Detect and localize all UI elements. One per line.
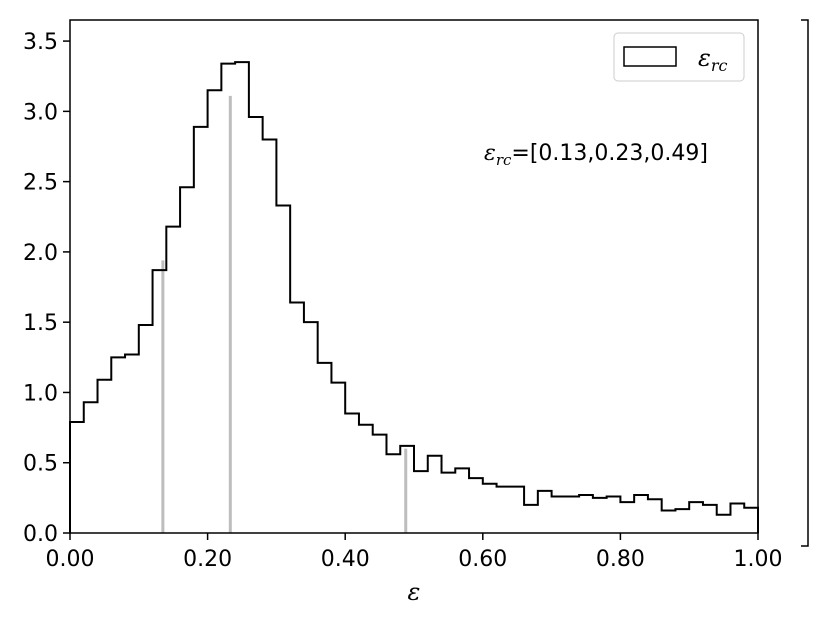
annotation-symbol: ε [484,141,496,166]
plot-frame [69,19,759,534]
x-axis: 0.00 0.20 0.40 0.60 0.80 1.00 [46,533,783,572]
legend-label-sub: rc [711,56,728,75]
y-axis: 0.0 0.5 1.0 1.5 2.0 2.5 3.0 3.5 [23,30,70,547]
y-tick-label: 3.5 [23,30,58,55]
annotation-text: εrc=[0.13,0.23,0.49] [484,141,708,169]
side-bracket [801,19,809,547]
x-tick-label: 0.80 [596,547,645,572]
y-tick-label: 2.5 [23,171,58,196]
y-tick-label: 1.5 [23,311,58,336]
x-tick-label: 0.40 [321,547,370,572]
x-tick-label: 0.00 [46,547,95,572]
x-tick-label: 0.60 [458,547,507,572]
legend: εrc [613,32,745,82]
y-tick-label: 1.0 [23,381,58,406]
legend-label-base: ε [698,44,711,72]
x-axis-label: ε [408,578,421,606]
y-tick-label: 0.0 [23,522,58,547]
annotation-subscript: rc [496,151,512,169]
marker-lines [161,95,408,533]
annotation-values: =[0.13,0.23,0.49] [511,141,708,166]
x-tick-label: 0.20 [183,547,232,572]
legend-label: εrc [698,44,728,75]
y-tick-label: 2.0 [23,241,58,266]
y-tick-label: 3.0 [23,100,58,125]
legend-swatch [623,46,677,67]
x-tick-label: 1.00 [734,547,783,572]
legend-box [613,32,745,82]
histogram-step-series [69,61,759,533]
y-tick-label: 0.5 [23,452,58,477]
